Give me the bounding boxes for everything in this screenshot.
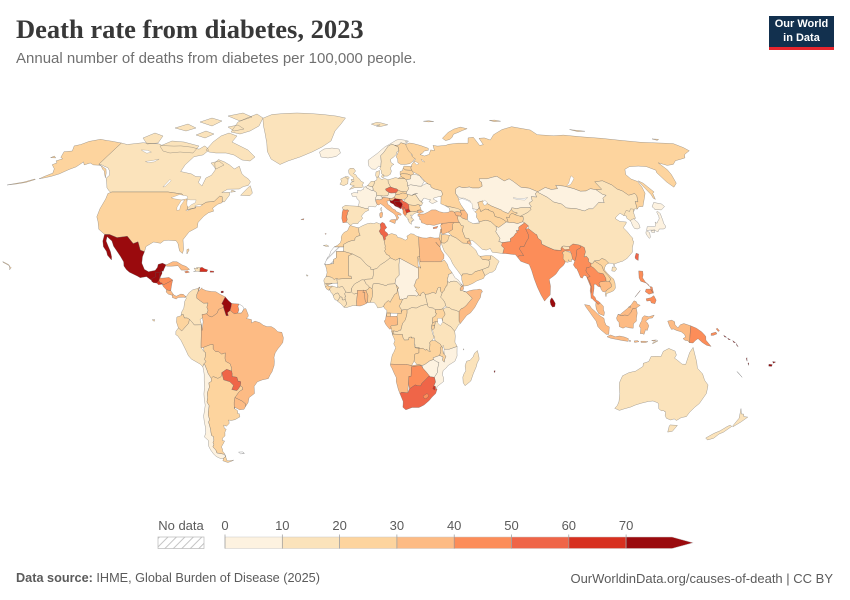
svg-text:20: 20 xyxy=(332,518,346,533)
svg-text:40: 40 xyxy=(447,518,461,533)
svg-text:70: 70 xyxy=(619,518,633,533)
svg-text:No data: No data xyxy=(158,518,204,533)
svg-text:60: 60 xyxy=(562,518,576,533)
svg-text:30: 30 xyxy=(390,518,404,533)
svg-text:50: 50 xyxy=(504,518,518,533)
svg-text:10: 10 xyxy=(275,518,289,533)
svg-text:0: 0 xyxy=(221,518,228,533)
